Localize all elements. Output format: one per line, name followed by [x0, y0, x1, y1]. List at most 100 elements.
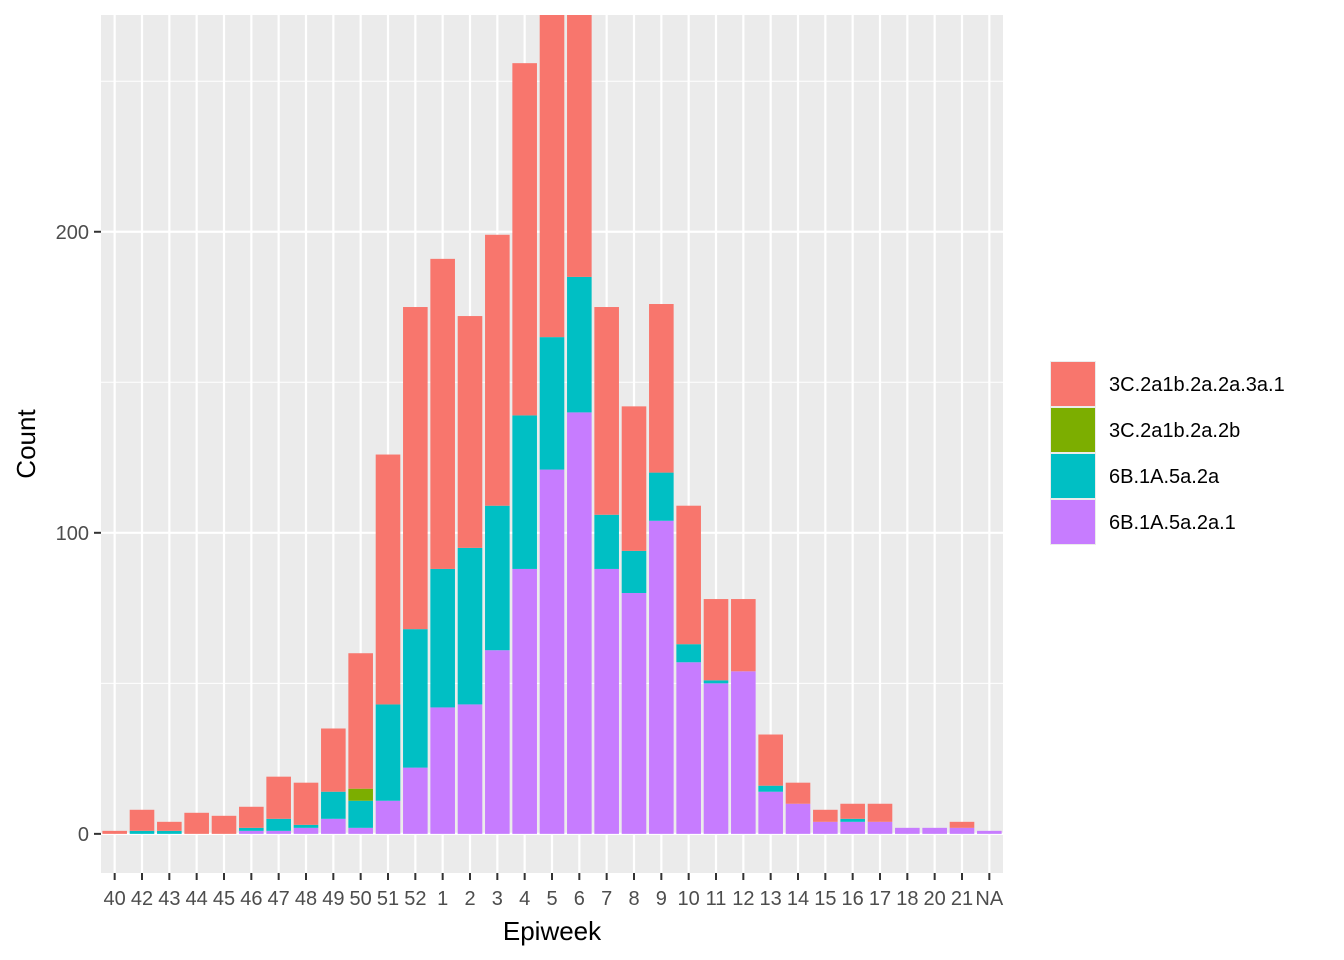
x-tick-label: 4: [519, 888, 530, 910]
bar-segment: [485, 505, 510, 651]
bar-segment: [703, 680, 729, 684]
bar-segment: [102, 830, 127, 834]
bar-segment: [512, 568, 537, 834]
bar-segment: [266, 776, 291, 819]
bar-segment: [758, 785, 783, 792]
legend-label: 6B.1A.5a.2a.1: [1109, 512, 1236, 534]
bars: [102, 15, 1002, 834]
x-tick-label: 51: [377, 888, 399, 910]
x-tick-label: 1: [437, 888, 448, 910]
bar-segment: [157, 830, 182, 834]
bar-segment: [621, 593, 647, 834]
bar-segment: [403, 307, 428, 630]
y-tick-label: 100: [56, 523, 89, 545]
x-tick-label: 14: [787, 888, 809, 910]
bar-segment: [731, 599, 756, 672]
x-tick-label: 17: [869, 888, 891, 910]
bar-segment: [512, 415, 537, 569]
bar-segment: [403, 767, 428, 834]
bar-segment: [239, 827, 264, 831]
bar-segment: [567, 276, 592, 413]
bar-segment: [567, 412, 592, 834]
bar-segment: [813, 821, 838, 834]
bar-segment: [594, 514, 619, 569]
bar-segment: [539, 469, 565, 834]
x-tick-label: 47: [268, 888, 290, 910]
y-axis-title: Count: [11, 409, 41, 479]
x-tick-label: 11: [706, 888, 727, 910]
bar-segment: [157, 821, 182, 831]
x-tick-label: 49: [322, 888, 344, 910]
bar-segment: [184, 812, 209, 834]
bar-segment: [321, 791, 346, 819]
x-tick-label: 45: [213, 888, 235, 910]
bar-segment: [621, 406, 647, 551]
bar-segment: [457, 547, 483, 705]
bar-segment: [649, 304, 674, 473]
bar-segment: [348, 800, 373, 828]
bar-segment: [567, 15, 592, 277]
bar-segment: [293, 782, 319, 825]
legend-swatch: [1051, 454, 1095, 498]
x-tick-label: 52: [404, 888, 426, 910]
bar-segment: [867, 821, 893, 834]
bar-segment: [731, 671, 756, 834]
bar-segment: [321, 818, 346, 834]
bar-segment: [676, 505, 701, 645]
x-tick-label: 9: [656, 888, 667, 910]
x-axis: 40 42 43 44 45 46 47 48 49 50 51 52 1 2 3 4 5 6 7 8 9 10 11 12 1…: [104, 873, 1004, 910]
bar-segment: [129, 830, 155, 834]
legend-label: 3C.2a1b.2a.2b: [1109, 420, 1240, 442]
x-tick-label: 7: [601, 888, 612, 910]
bar-segment: [977, 830, 1002, 834]
bar-segment: [485, 650, 510, 834]
legend-label: 3C.2a1b.2a.2a.3a.1: [1109, 374, 1285, 396]
x-tick-label: 43: [158, 888, 180, 910]
bar-segment: [840, 803, 865, 819]
x-tick-label: 40: [104, 888, 126, 910]
bar-segment: [430, 258, 455, 569]
bar-segment: [649, 472, 674, 521]
legend-swatch: [1051, 500, 1095, 544]
x-tick-label: 20: [924, 888, 946, 910]
bar-segment: [430, 568, 455, 708]
x-tick-label: 44: [186, 888, 208, 910]
bar-segment: [785, 803, 811, 834]
bar-segment: [949, 821, 975, 828]
bar-segment: [457, 316, 483, 548]
bar-segment: [348, 788, 373, 801]
bar-segment: [813, 809, 838, 822]
bar-segment: [840, 821, 865, 834]
bar-segment: [703, 683, 729, 834]
bar-segment: [129, 809, 155, 831]
x-tick-label: 21: [951, 888, 973, 910]
x-tick-label: 15: [814, 888, 836, 910]
x-tick-label: 10: [678, 888, 700, 910]
x-tick-label: 18: [896, 888, 918, 910]
bar-segment: [457, 704, 483, 834]
bar-segment: [594, 307, 619, 515]
bar-segment: [321, 728, 346, 792]
bar-segment: [293, 824, 319, 828]
bar-segment: [430, 707, 455, 834]
bar-segment: [649, 520, 674, 834]
bar-segment: [621, 550, 647, 594]
x-tick-label: 50: [350, 888, 372, 910]
bar-segment: [867, 803, 893, 822]
bar-segment: [375, 800, 401, 834]
y-tick-label: 200: [56, 222, 89, 244]
bar-segment: [485, 234, 510, 506]
bar-segment: [676, 662, 701, 834]
x-tick-label: 2: [464, 888, 475, 910]
x-tick-label: 13: [760, 888, 782, 910]
bar-segment: [266, 830, 291, 834]
y-tick-label: 0: [78, 824, 89, 846]
x-tick-label: 48: [295, 888, 317, 910]
bar-segment: [840, 818, 865, 822]
bar-segment: [703, 599, 729, 681]
x-tick-label: 5: [546, 888, 557, 910]
bar-segment: [239, 830, 264, 834]
legend-swatch: [1051, 362, 1095, 406]
bar-segment: [348, 653, 373, 789]
